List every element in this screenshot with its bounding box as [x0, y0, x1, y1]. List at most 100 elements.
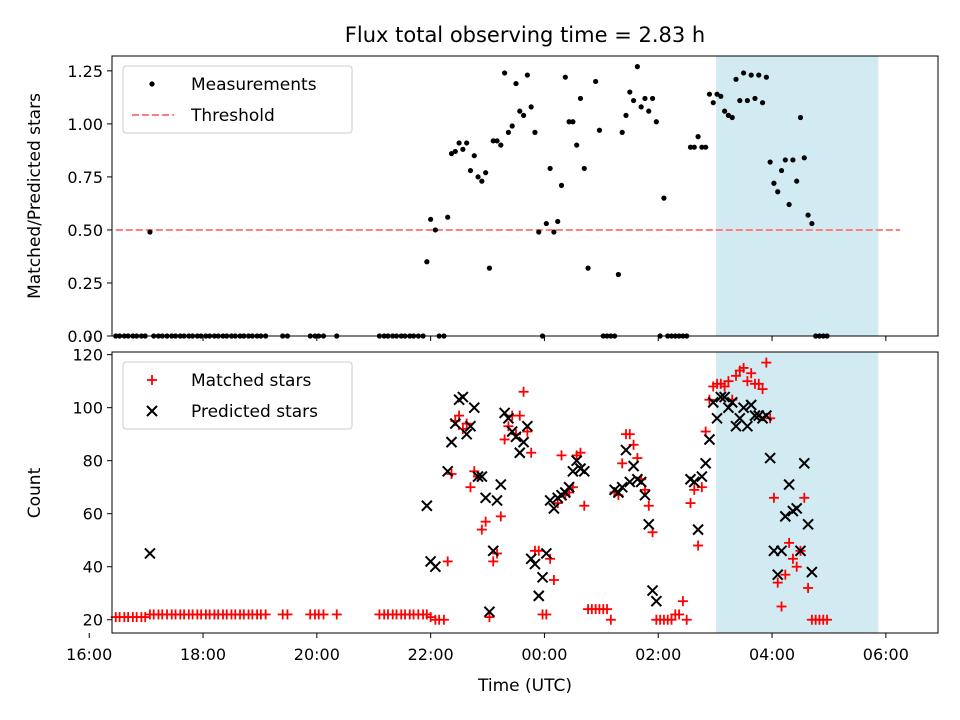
predicted-star-point [442, 465, 454, 477]
measurement-point [551, 229, 557, 235]
measurement-point [532, 129, 538, 135]
predicted-star-point [730, 420, 742, 432]
predicted-star-point [783, 478, 795, 491]
x-tick-label: 04:00 [749, 645, 795, 664]
matched-star-point [753, 378, 764, 389]
predicted-star-point [722, 401, 735, 414]
y-tick-label: 20 [83, 611, 103, 630]
measurement-point [794, 178, 800, 184]
predicted-star-point [544, 494, 556, 507]
predicted-star-point [798, 457, 810, 470]
measurement-point [725, 112, 732, 118]
x-tick-label: 16:00 [66, 645, 112, 664]
predicted-star-point [476, 470, 488, 483]
measurement-point [432, 227, 438, 233]
matched-star-point [331, 609, 342, 620]
measurement-point [638, 104, 644, 110]
matched-star-point [579, 500, 590, 511]
measurement-point [687, 144, 694, 150]
matched-star-point [803, 582, 814, 593]
measurement-point [805, 212, 811, 218]
measurement-point [558, 182, 565, 188]
matched-star-point [787, 553, 798, 564]
measurement-point [627, 89, 633, 95]
measurement-point [733, 76, 739, 82]
predicted-star-point [445, 436, 458, 448]
measurement-point [471, 153, 477, 159]
measurement-point [509, 123, 515, 129]
predicted-star-point [707, 396, 719, 409]
measurement-point [634, 64, 640, 70]
measurement-point [653, 119, 659, 125]
measurement-point [809, 220, 815, 227]
measurement-point [536, 229, 542, 235]
matched-star-point [476, 524, 487, 535]
measurement-point [585, 265, 591, 271]
matched-star-point [484, 612, 495, 623]
measurement-point [646, 108, 652, 114]
measurement-point [528, 104, 534, 110]
predicted-star-point [616, 481, 628, 493]
legend-label: Predicted stars [191, 402, 318, 422]
measurement-point [428, 216, 434, 222]
predicted-star-point [802, 518, 814, 531]
bottom-shaded-region [716, 352, 879, 633]
matched-star-point [556, 450, 567, 461]
measurement-point [718, 93, 724, 99]
measurement-point [729, 114, 735, 121]
measurement-point [619, 129, 625, 135]
measurement-point [699, 144, 705, 150]
predicted-star-point [696, 470, 708, 483]
legend-label: Measurements [191, 75, 317, 95]
measurement-point [520, 112, 527, 118]
top-panel: 0.00 0.25 0.50 0.75 1.00 1.25 Matched/Predict… [25, 55, 939, 346]
matched-star-point [674, 609, 685, 620]
measurement-point [486, 265, 493, 271]
matched-star-point [677, 596, 688, 607]
matched-star-point [545, 553, 556, 564]
legend-measurement-marker [149, 81, 155, 87]
predicted-star-point [635, 476, 647, 488]
predicted-star-point [498, 407, 511, 419]
matched-star-point [746, 368, 757, 379]
matched-star-point [768, 492, 779, 503]
measurement-point [494, 138, 500, 144]
predicted-star-point [650, 595, 663, 607]
predicted-star-point [514, 447, 526, 459]
measurement-point [490, 138, 496, 144]
bottom-marks-layer [110, 357, 833, 625]
matched-star-point [784, 537, 795, 548]
predicted-star-point [764, 452, 776, 464]
matched-star-point [799, 492, 810, 503]
predicted-star-point [790, 502, 803, 515]
top-shaded-region [716, 56, 879, 336]
measurement-point [445, 214, 451, 220]
measurement-point [706, 91, 713, 97]
measurement-point [475, 174, 481, 180]
measurement-point [782, 157, 788, 163]
predicted-star-point [464, 420, 477, 432]
matched-star-point [442, 556, 453, 567]
measurement-point [577, 95, 584, 102]
matched-star-point [518, 386, 529, 397]
measurement-point [642, 95, 648, 102]
predicted-star-point [737, 401, 750, 414]
predicted-star-point [741, 420, 754, 432]
matched-star-point [503, 421, 514, 432]
predicted-star-point [506, 425, 518, 438]
bottom-panel: 20 40 60 80 100 120 16:00 18:00 20:00 22:00 00:00… [25, 346, 939, 696]
matched-star-point [465, 482, 476, 493]
predicted-star-point [570, 454, 583, 467]
predicted-star-point [794, 545, 807, 557]
measurement-point [630, 97, 637, 104]
measurement-point [778, 167, 785, 174]
measurement-point [467, 167, 474, 174]
matched-star-point [685, 498, 696, 509]
predicted-star-point [715, 391, 727, 403]
measurement-point [710, 100, 716, 106]
matched-star-point [260, 609, 271, 620]
matched-star-point [541, 609, 552, 620]
measurement-point [581, 165, 587, 172]
measurement-point [513, 80, 519, 87]
